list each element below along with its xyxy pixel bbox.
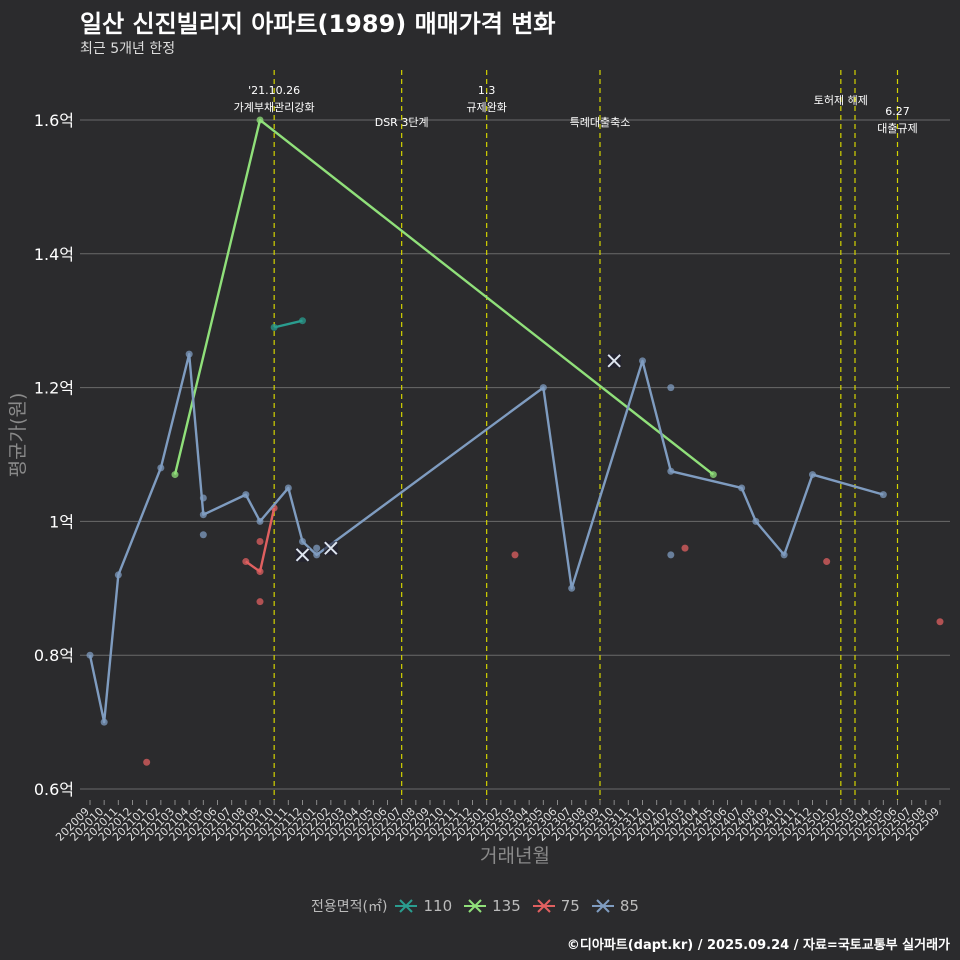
- data-point-85: [667, 384, 675, 392]
- data-point-75: [256, 568, 264, 576]
- event-label: 토허제 해제: [814, 93, 868, 107]
- source-caption: ©디아파트(dapt.kr) / 2025.09.24 / 자료=국토교통부 실…: [566, 938, 950, 953]
- data-point-110: [299, 317, 306, 325]
- data-point-85: [199, 531, 207, 539]
- data-point-85: [256, 517, 264, 525]
- event-label: 규제완화: [466, 101, 506, 114]
- data-point-75: [681, 544, 689, 552]
- data-point-75: [143, 758, 151, 766]
- legend-key-110: [395, 899, 418, 913]
- data-point-85: [299, 537, 306, 545]
- legend-label-75: 75: [560, 897, 580, 915]
- y-tick-label: 1.6억: [34, 111, 74, 130]
- legend-item-110: 110: [393, 896, 452, 916]
- legend-item-135: 135: [462, 896, 521, 916]
- legend-item-85: 85: [590, 896, 639, 916]
- data-point-85: [199, 511, 207, 519]
- cross-marker-85: [323, 541, 338, 556]
- data-point-85: [667, 467, 675, 475]
- data-point-85: [114, 571, 122, 579]
- data-point-75: [256, 598, 264, 606]
- series-line-85: [88, 352, 884, 724]
- data-point-85: [284, 484, 292, 492]
- data-point-85: [157, 464, 165, 472]
- event-label: 가계부채관리강화: [234, 101, 315, 114]
- data-point-85: [313, 544, 321, 552]
- legend-key-85: [591, 899, 614, 913]
- data-point-85: [86, 651, 94, 659]
- data-point-135: [256, 116, 264, 124]
- data-point-85: [313, 551, 321, 559]
- event-label: 대출규제: [877, 122, 917, 135]
- data-point-135: [709, 471, 717, 479]
- data-point-85: [879, 491, 887, 499]
- data-point-75: [936, 618, 944, 626]
- data-point-85: [809, 471, 816, 479]
- data-point-75: [256, 537, 264, 545]
- data-point-85: [738, 484, 746, 492]
- event-label: 6.27: [885, 105, 910, 118]
- legend-label-135: 135: [492, 897, 521, 915]
- x-axis-title: 거래년월: [480, 845, 550, 867]
- data-point-85: [752, 517, 760, 525]
- series-line-110: [273, 319, 303, 329]
- data-point-110: [270, 323, 278, 331]
- cross-marker-stroke: [295, 548, 310, 562]
- legend-label-85: 85: [619, 897, 639, 915]
- data-point-135: [171, 471, 179, 479]
- legend-key-135: [464, 899, 487, 913]
- data-point-75: [823, 558, 831, 566]
- event-label: 1.3: [478, 84, 496, 97]
- y-tick-label: 1억: [49, 512, 74, 531]
- cross-marker-85: [607, 353, 622, 368]
- event-label: DSR 3단계: [375, 116, 429, 129]
- data-point-75: [511, 551, 519, 559]
- data-point-75: [242, 558, 250, 566]
- legend-label-110: 110: [423, 897, 453, 915]
- data-point-85: [639, 357, 646, 365]
- data-point-85: [185, 350, 193, 358]
- y-tick-label: 1.4억: [34, 245, 74, 264]
- chart-title: 일산 신진빌리지 아파트(1989) 매매가격 변화: [80, 10, 556, 38]
- cross-marker-85: [295, 547, 310, 562]
- data-point-85: [539, 384, 547, 392]
- y-tick-label: 1.2억: [34, 379, 74, 398]
- y-tick-label: 0.6억: [34, 780, 74, 799]
- data-point-85: [199, 494, 207, 502]
- y-tick-label: 0.8억: [34, 646, 74, 665]
- data-point-85: [242, 491, 250, 499]
- data-point-85: [568, 584, 576, 592]
- series-line-135: [173, 118, 715, 476]
- data-point-85: [780, 551, 788, 559]
- cross-marker-stroke: [324, 541, 338, 555]
- legend-title: 전용면적(㎡): [311, 899, 388, 915]
- cross-marker-stroke: [607, 354, 621, 368]
- legend-item-75: 75: [531, 896, 580, 916]
- y-axis-title: 평균가(원): [7, 393, 29, 478]
- legend-key-75: [532, 899, 555, 913]
- event-label: '21.10.26: [248, 84, 300, 97]
- legend: 전용면적(㎡) 110 135 75 85: [0, 896, 960, 916]
- chart-subtitle: 최근 5개년 한정: [80, 41, 176, 57]
- data-point-85: [667, 551, 675, 559]
- data-point-85: [100, 718, 108, 726]
- event-label: 특례대출축소: [570, 116, 631, 129]
